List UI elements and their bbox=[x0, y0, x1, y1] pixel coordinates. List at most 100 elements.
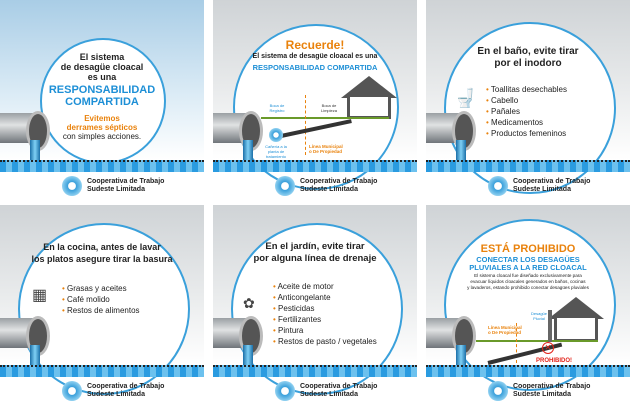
list-item: Pintura bbox=[273, 325, 377, 336]
text-line: por alguna línea de drenaje bbox=[253, 253, 377, 264]
property-line bbox=[305, 95, 306, 155]
logo: Cooperativa de Trabajo Sudeste Limitada bbox=[275, 381, 377, 401]
logo-line1: Cooperativa de Trabajo bbox=[87, 383, 165, 390]
panel-bathroom: En el baño, evite tirar por el inodoro 🚽 … bbox=[426, 0, 630, 200]
toilet-icon: 🚽 bbox=[454, 88, 477, 108]
logo-line1: Cooperativa de Trabajo bbox=[513, 178, 591, 185]
ground-line bbox=[261, 117, 389, 119]
text-line: derrames sépticos bbox=[66, 123, 138, 132]
logo: Cooperativa de Trabajo Sudeste Limitada bbox=[62, 176, 164, 196]
list-item: Cabello bbox=[486, 95, 567, 106]
heading: En el jardín, evite tirar por alguna líne… bbox=[213, 241, 417, 265]
text-line: por el inodoro bbox=[494, 58, 562, 69]
text-line: Línea Municipal bbox=[488, 325, 522, 330]
logo-line2: Sudeste Limitada bbox=[300, 186, 358, 193]
text-line: En el jardín, evite tirar bbox=[265, 241, 365, 252]
house-icon bbox=[347, 97, 391, 119]
logo-icon bbox=[488, 176, 508, 196]
pipe-icon bbox=[0, 111, 50, 151]
logo-line2: Sudeste Limitada bbox=[300, 391, 358, 398]
list-item: Productos femeninos bbox=[486, 128, 567, 139]
logo-line2: Sudeste Limitada bbox=[87, 391, 145, 398]
logo-line2: Sudeste Limitada bbox=[513, 391, 571, 398]
list-item: Fertilizantes bbox=[273, 314, 377, 325]
text-line: y lavaderos, estando prohibido conectar … bbox=[467, 285, 589, 290]
text-line: Evitemos bbox=[84, 114, 120, 123]
water-flow bbox=[456, 140, 466, 162]
logo: Cooperativa de Trabajo Sudeste Limitada bbox=[488, 176, 590, 196]
text-line: los platos asegure tirar la basura bbox=[31, 254, 173, 264]
text-line: El sistema cloacal fue diseñado exclusiv… bbox=[474, 273, 582, 278]
water-flow bbox=[243, 345, 253, 367]
logo-line1: Cooperativa de Trabajo bbox=[87, 178, 165, 185]
waves bbox=[426, 365, 630, 377]
circle-frame bbox=[40, 38, 166, 164]
intro-text: El sistema de desagüe cloacal es una bbox=[252, 53, 378, 60]
pipe-icon bbox=[0, 316, 50, 356]
prohibited-icon: ✕ bbox=[542, 342, 554, 354]
logo: Cooperativa de Trabajo Sudeste Limitada bbox=[488, 381, 590, 401]
headline-line: CONECTAR LOS DESAGÜES bbox=[476, 255, 580, 264]
list-item: Anticongelante bbox=[273, 292, 377, 303]
waves bbox=[0, 365, 204, 377]
item-list: Aceite de motorAnticongelantePesticidasF… bbox=[273, 281, 377, 347]
headline-line: RESPONSABILIDAD bbox=[48, 84, 156, 96]
orange-text: Evitemos derrames sépticos bbox=[0, 114, 204, 132]
heading: En el baño, evite tirar por el inodoro bbox=[426, 46, 630, 70]
water-flow bbox=[456, 345, 466, 367]
property-line bbox=[516, 323, 517, 363]
label-camara: Cañería a la planta de tratamiento bbox=[265, 144, 287, 159]
house-icon bbox=[554, 318, 598, 342]
list-item: Restos de alimentos bbox=[62, 305, 139, 316]
list-item: Pañales bbox=[486, 106, 567, 117]
text-line: o De Propiedad bbox=[488, 330, 522, 335]
text-line: En la cocina, antes de lavar bbox=[43, 242, 161, 252]
text-line: es una bbox=[87, 72, 117, 82]
logo-line2: Sudeste Limitada bbox=[87, 186, 145, 193]
waves bbox=[426, 160, 630, 172]
list-item: Medicamentos bbox=[486, 117, 567, 128]
waves bbox=[0, 160, 204, 172]
title: Recuerde! bbox=[285, 38, 345, 52]
headline-line: COMPARTIDA bbox=[65, 96, 139, 108]
logo-icon bbox=[62, 381, 82, 401]
waves bbox=[213, 160, 417, 172]
headline: RESPONSABILIDAD COMPARTIDA bbox=[0, 84, 204, 108]
downspout bbox=[548, 310, 552, 342]
pipe-icon bbox=[213, 111, 263, 151]
logo: Cooperativa de Trabajo Sudeste Limitada bbox=[275, 176, 377, 196]
logo-icon bbox=[62, 176, 82, 196]
text-line: El sistema bbox=[79, 52, 125, 62]
body-text: con simples acciones. bbox=[62, 132, 142, 141]
list-item: Pesticidas bbox=[273, 303, 377, 314]
headline: RESPONSABILIDAD COMPARTIDA bbox=[252, 63, 378, 72]
item-list: Toallitas desechablesCabelloPañalesMedic… bbox=[486, 84, 567, 139]
text-line: de desagüe cloacal bbox=[60, 62, 144, 72]
stove-icon: ▦ bbox=[32, 287, 48, 304]
text-line: evacuar líquidos cloacales generados en … bbox=[470, 279, 586, 284]
text-line: En el baño, evite tirar bbox=[477, 46, 579, 57]
water-flow bbox=[30, 140, 40, 162]
logo-line2: Sudeste Limitada bbox=[513, 186, 571, 193]
list-item: Aceite de motor bbox=[273, 281, 377, 292]
label-registro: Boca de Registro bbox=[269, 103, 285, 113]
title: ESTÁ PROHIBIDO bbox=[480, 243, 576, 255]
label-linea: Línea Municipal o De Propiedad bbox=[488, 325, 522, 335]
list-item: Café molido bbox=[62, 294, 140, 305]
prohibited-label: PROHIBIDO! bbox=[536, 358, 572, 364]
panel-kitchen: En la cocina, antes de lavar los platos a… bbox=[0, 205, 204, 405]
label-limpieza: Boca de Limpieza bbox=[320, 103, 337, 113]
garden-icon: ✿ bbox=[243, 295, 255, 311]
logo-icon bbox=[275, 176, 295, 196]
logo-line1: Cooperativa de Trabajo bbox=[513, 383, 591, 390]
house-roof bbox=[548, 297, 604, 319]
item-list: Grasas y aceitesCafé molidoRestos de ali… bbox=[62, 283, 140, 316]
logo-line1: Cooperativa de Trabajo bbox=[300, 383, 378, 390]
house-roof bbox=[341, 76, 397, 98]
waves bbox=[213, 365, 417, 377]
pipe-icon bbox=[426, 316, 476, 356]
panel-shared-responsibility: El sistema de desagüe cloacal es una RESPO… bbox=[0, 0, 204, 200]
panel-garden: En el jardín, evite tirar por alguna líne… bbox=[213, 205, 417, 405]
intro-text: El sistema de desagüe cloacal es una bbox=[0, 52, 204, 82]
headline-line: PLUVIALES A LA RED CLOACAL bbox=[469, 263, 587, 272]
